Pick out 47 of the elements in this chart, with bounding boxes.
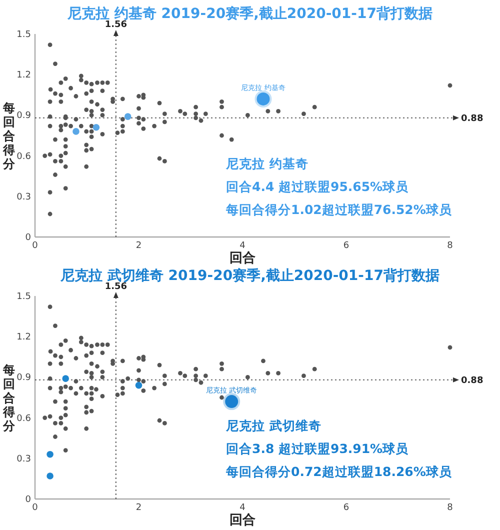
y-tick-label: 1.2 bbox=[16, 70, 31, 81]
x-tick-label: 6 bbox=[343, 241, 350, 251]
y-axis-title: 每回合得分 bbox=[2, 363, 16, 433]
annotation: 尼克拉 约基奇 bbox=[225, 156, 308, 171]
y-tick-label: 0 bbox=[25, 495, 32, 505]
point bbox=[135, 382, 142, 389]
point bbox=[62, 375, 70, 382]
x-axis-title: 回合 bbox=[230, 250, 256, 266]
point bbox=[254, 90, 272, 108]
x-tick-label: 4 bbox=[240, 241, 246, 251]
chart-title: 尼克拉 约基奇 2019-20赛季,截止2020-01-17背打数据 bbox=[66, 5, 432, 22]
x-tick-label: 2 bbox=[136, 503, 142, 513]
x-tick-label: 8 bbox=[447, 503, 454, 513]
y-tick-label: 0.3 bbox=[16, 454, 31, 464]
point bbox=[92, 124, 100, 131]
annotation: 尼克拉 武切维奇 bbox=[225, 418, 322, 433]
x-tick-label: 6 bbox=[343, 503, 350, 513]
point bbox=[46, 450, 54, 458]
point bbox=[46, 472, 54, 480]
annotation: 回合4.4 超过联盟95.65%球员 bbox=[226, 179, 410, 194]
annotation: 每回合得分1.02超过联盟76.52%球员 bbox=[225, 202, 453, 217]
x-tick-label: 0 bbox=[32, 503, 38, 513]
y-tick-label: 1.2 bbox=[16, 332, 31, 343]
chart-title: 尼克拉 武切维奇 2019-20赛季,截止2020-01-17背打数据 bbox=[60, 267, 440, 284]
y-tick-label: 0.6 bbox=[16, 152, 32, 162]
x-tick-label: 2 bbox=[136, 241, 142, 251]
y-tick-label: 1.5 bbox=[16, 30, 31, 40]
y-tick-label: 0.6 bbox=[16, 414, 32, 424]
x-tick-label: 8 bbox=[447, 241, 454, 251]
y-axis-title: 每回合得分 bbox=[2, 101, 16, 171]
y-tick-label: 0.9 bbox=[16, 373, 32, 384]
ref-line-label: 1.56 bbox=[104, 282, 128, 292]
y-tick-label: 0.9 bbox=[16, 111, 32, 122]
point bbox=[223, 393, 240, 410]
ref-line-label: 0.88 bbox=[461, 114, 484, 124]
annotation: 每回合得分0.72超过联盟18.26%球员 bbox=[225, 464, 453, 479]
ref-line-label: 1.56 bbox=[104, 20, 128, 30]
ref-line-label: 0.88 bbox=[461, 376, 484, 386]
point bbox=[124, 113, 132, 120]
x-axis-title: 回合 bbox=[230, 512, 256, 528]
y-tick-label: 1.5 bbox=[16, 292, 31, 302]
point bbox=[72, 128, 80, 135]
annotation: 回合3.8 超过联盟93.91%球员 bbox=[226, 441, 410, 456]
x-tick-label: 0 bbox=[32, 241, 38, 251]
y-tick-label: 0 bbox=[25, 233, 32, 243]
x-tick-label: 4 bbox=[240, 503, 246, 513]
y-tick-label: 0.3 bbox=[16, 192, 31, 202]
